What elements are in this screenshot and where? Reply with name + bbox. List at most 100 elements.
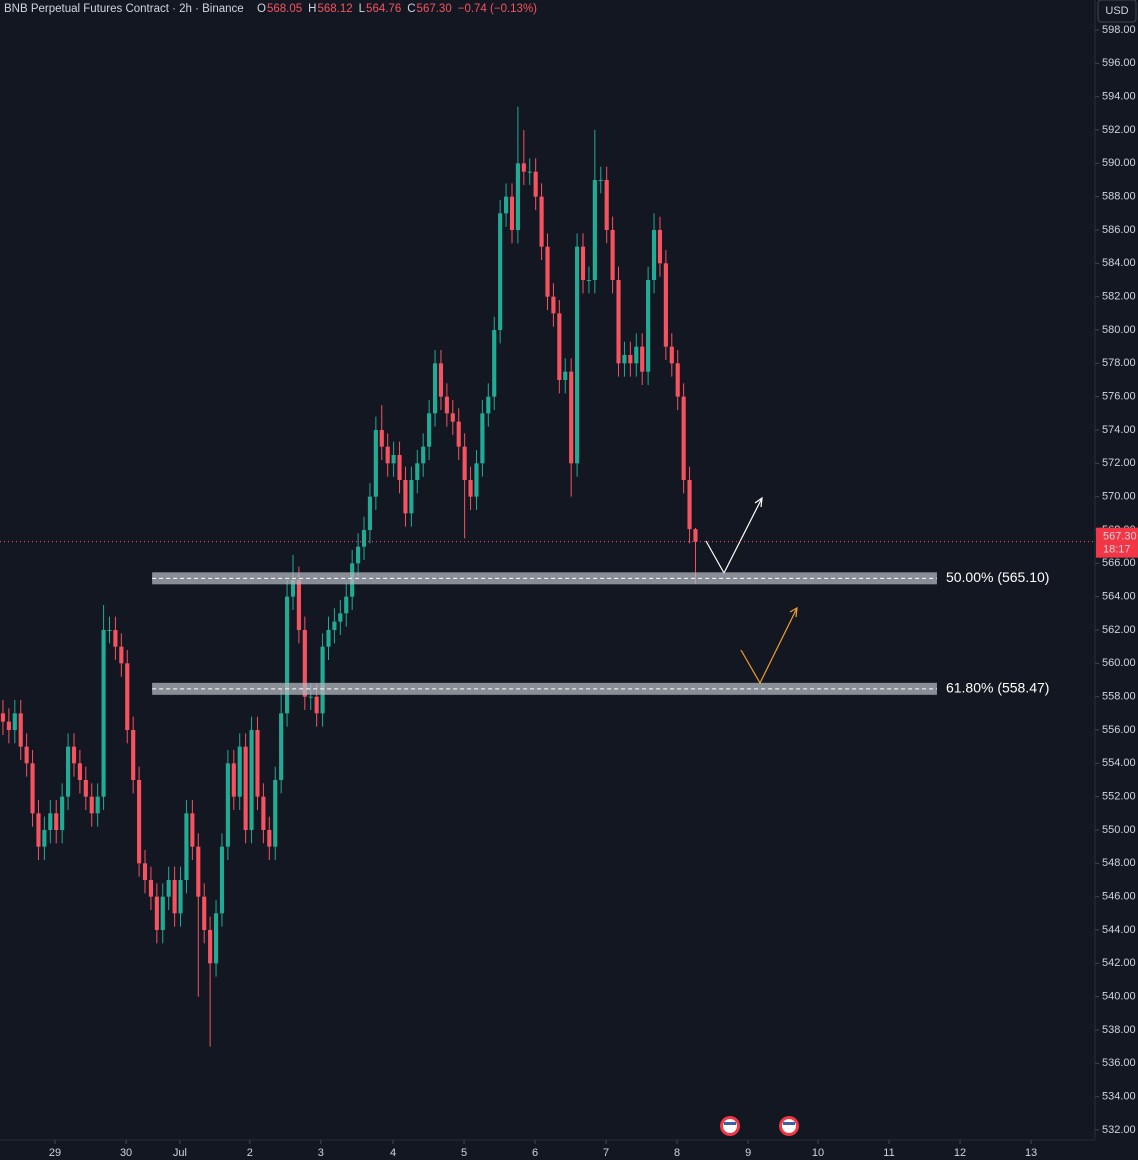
candle-body: [545, 246, 550, 297]
y-tick-label: 538.00: [1102, 1024, 1136, 1036]
candle-body: [320, 646, 325, 714]
candle-body: [397, 455, 402, 480]
candle-body: [361, 530, 367, 547]
candle-body: [107, 630, 112, 631]
candle-body: [125, 663, 130, 730]
candle-body: [391, 455, 396, 464]
candle-body: [71, 746, 77, 764]
candle-body: [172, 880, 177, 914]
candle-body: [0, 713, 6, 722]
candle-body: [48, 813, 53, 830]
candle-body: [18, 713, 23, 747]
candle-body: [142, 863, 148, 880]
candle-body: [30, 763, 35, 814]
candle-body: [403, 480, 408, 514]
x-tick-label: 11: [883, 1147, 894, 1159]
legend-label: O: [257, 3, 266, 15]
countdown: 18:17: [1103, 544, 1131, 556]
legend-change: −0.74 (−0.13%): [458, 3, 537, 15]
x-tick-label: 2: [247, 1147, 253, 1159]
candle-body: [184, 813, 189, 880]
candle-body: [427, 413, 432, 447]
candle-body: [586, 280, 592, 281]
candle-body: [279, 713, 284, 780]
y-tick-label: 564.00: [1102, 591, 1136, 603]
y-tick-label: 536.00: [1102, 1057, 1136, 1069]
event-icon[interactable]: [720, 1116, 740, 1136]
candle-body: [89, 796, 94, 814]
y-tick-label: 554.00: [1102, 757, 1136, 769]
candle-body: [557, 313, 562, 380]
candle-body: [421, 446, 426, 464]
candle-body: [456, 421, 461, 447]
candle-body: [213, 913, 219, 964]
y-tick-label: 556.00: [1102, 724, 1136, 736]
legend-label: H: [308, 3, 316, 15]
candle-body: [356, 546, 361, 564]
candle-body: [219, 846, 225, 914]
y-tick-label: 552.00: [1102, 791, 1136, 803]
y-tick-label: 534.00: [1102, 1091, 1136, 1103]
candle-body: [474, 463, 479, 497]
candle-body: [432, 363, 438, 414]
candle-body: [296, 580, 301, 630]
candle-body: [367, 496, 373, 530]
candle-body: [539, 196, 544, 247]
candle-body: [628, 355, 633, 364]
candle-body: [634, 346, 639, 364]
candle-body: [249, 730, 254, 830]
candle-body: [95, 796, 100, 814]
candle-body: [486, 396, 491, 414]
x-tick-label: 29: [49, 1147, 61, 1159]
event-icon[interactable]: [779, 1116, 799, 1136]
candle-body: [101, 630, 106, 797]
candle-body: [509, 196, 515, 230]
candle-body: [533, 171, 538, 197]
candle-body: [160, 896, 165, 930]
candle-body: [592, 180, 597, 280]
currency-button[interactable]: [1097, 0, 1137, 23]
candle-body: [148, 880, 154, 897]
candle-body: [521, 163, 526, 172]
chart-title: BNB Perpetual Futures Contract · 2h · Bi…: [4, 3, 244, 15]
candle-body: [663, 263, 668, 347]
y-tick-label: 546.00: [1102, 891, 1136, 903]
candle-body: [669, 346, 674, 364]
plot: [0, 106, 698, 1047]
candle-body: [243, 746, 248, 830]
x-tick-label: 9: [745, 1147, 751, 1159]
candle-body: [202, 896, 207, 930]
currency[interactable]: USD: [1105, 5, 1128, 17]
y-tick-label: 570.00: [1102, 491, 1136, 503]
candle-body: [693, 529, 698, 542]
y-tick-label: 586.00: [1102, 224, 1136, 236]
candle-body: [24, 746, 29, 764]
candle-body: [687, 480, 692, 530]
y-tick-label: 596.00: [1102, 57, 1136, 69]
legend-value: 564.76: [366, 3, 401, 15]
x-tick-label: 8: [674, 1147, 680, 1159]
candle-body: [575, 246, 580, 464]
candle-body: [332, 621, 337, 630]
candle-body: [231, 763, 236, 797]
legend-label: C: [407, 3, 415, 15]
x-tick-label: 6: [532, 1147, 538, 1159]
candle-body: [196, 846, 201, 897]
candle-body: [610, 230, 615, 280]
candle-body: [551, 296, 556, 314]
x-tick-label: 10: [812, 1147, 824, 1159]
candle-body: [290, 580, 296, 597]
candle-body: [42, 830, 47, 847]
candle-body: [604, 180, 609, 230]
y-tick-label: 550.00: [1102, 824, 1136, 836]
candle-body: [178, 880, 183, 914]
candle-body: [225, 763, 230, 847]
candle-body: [646, 280, 651, 372]
candle-body: [492, 330, 497, 397]
candle-body: [284, 596, 290, 714]
candle-body: [385, 446, 390, 464]
candle-body: [190, 813, 195, 847]
candle-body: [338, 613, 343, 622]
candle-body: [237, 746, 242, 797]
